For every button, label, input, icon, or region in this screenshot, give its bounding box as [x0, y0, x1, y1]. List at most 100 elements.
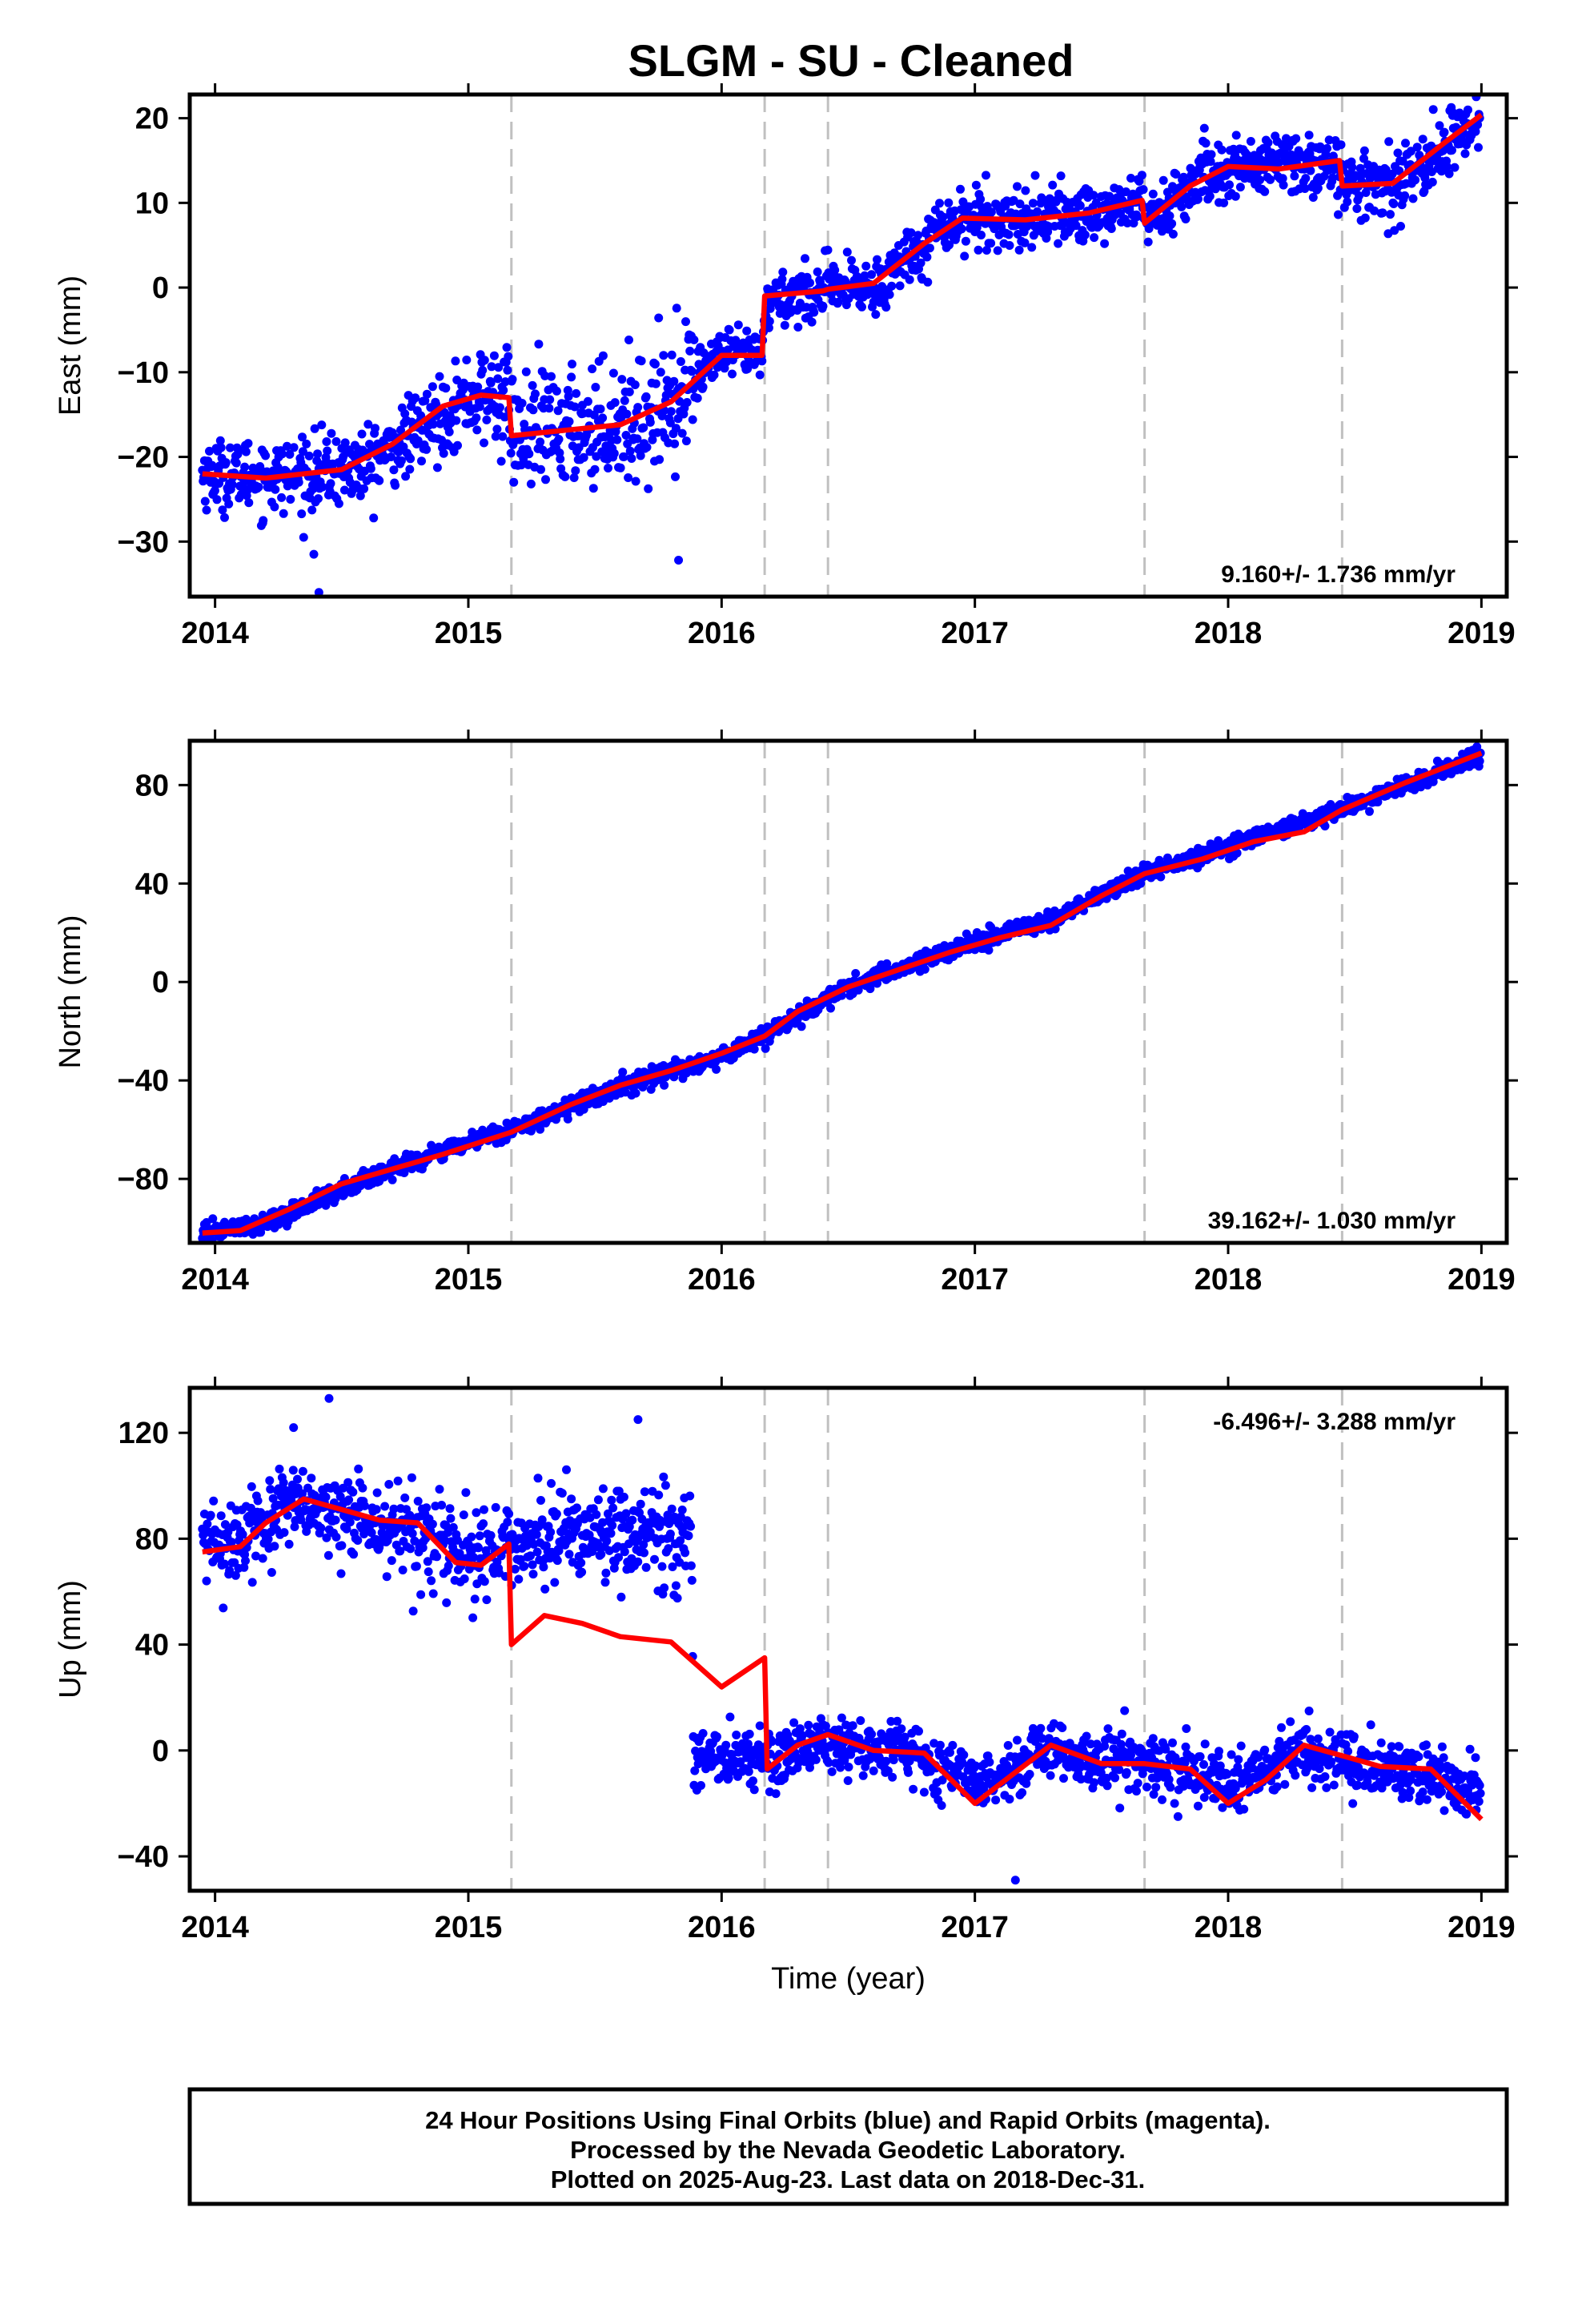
data-point: [621, 431, 631, 440]
data-point: [619, 1492, 628, 1502]
data-point: [391, 480, 400, 490]
data-point: [442, 1598, 452, 1607]
data-point: [441, 1521, 451, 1530]
data-point: [532, 1530, 541, 1539]
data-point: [386, 452, 396, 461]
data-point: [263, 1534, 273, 1544]
data-point: [804, 1720, 813, 1730]
data-point: [852, 271, 861, 281]
data-point: [624, 387, 634, 396]
data-point: [445, 1504, 455, 1514]
data-point: [271, 485, 280, 494]
data-point: [795, 1724, 805, 1734]
data-point: [1156, 872, 1166, 882]
data-point: [1165, 211, 1174, 221]
data-point: [971, 180, 981, 190]
data-point: [1056, 171, 1066, 181]
data-point: [423, 1557, 432, 1566]
data-point: [1447, 146, 1456, 155]
data-point: [200, 497, 210, 506]
data-point: [428, 1519, 437, 1529]
data-point: [886, 1717, 896, 1726]
data-point: [1148, 189, 1158, 199]
data-point: [1004, 230, 1014, 239]
data-point: [1378, 208, 1387, 218]
data-point: [544, 404, 554, 413]
data-point: [323, 446, 332, 456]
data-point: [285, 449, 295, 459]
data-point: [475, 1531, 484, 1541]
data-point: [536, 1496, 545, 1505]
data-point: [1359, 154, 1368, 163]
data-point: [1194, 195, 1203, 203]
data-point: [640, 1548, 648, 1558]
data-point: [619, 452, 628, 461]
data-point: [948, 1740, 958, 1750]
data-point: [598, 1484, 608, 1494]
data-point: [279, 1528, 289, 1538]
data-point: [1071, 221, 1081, 231]
data-point: [1444, 169, 1454, 179]
data-point: [1334, 210, 1343, 219]
data-point: [432, 463, 442, 472]
data-point: [681, 317, 690, 327]
y-tick-label: −80: [118, 1163, 169, 1196]
data-point: [1393, 148, 1403, 158]
data-point: [1199, 123, 1209, 133]
data-point: [925, 243, 934, 253]
data-point: [536, 1124, 545, 1134]
data-point: [636, 356, 646, 366]
data-point-outlier: [309, 549, 319, 559]
data-point: [807, 317, 817, 327]
data-point: [267, 1568, 276, 1577]
data-point: [1027, 243, 1037, 252]
data-point: [408, 1529, 417, 1538]
data-point: [602, 1536, 612, 1546]
data-point: [885, 290, 894, 300]
data-point: [837, 1713, 846, 1723]
data-point: [334, 499, 343, 509]
data-point: [418, 1543, 428, 1553]
data-point: [1020, 238, 1030, 247]
data-point: [288, 1466, 298, 1475]
data-point: [689, 335, 699, 344]
data-point: [1360, 213, 1370, 223]
data-point: [491, 432, 500, 441]
data-point: [1260, 187, 1270, 196]
data-point: [493, 374, 503, 384]
data-point: [400, 1493, 410, 1502]
data-point: [375, 476, 384, 485]
data-point: [254, 482, 263, 492]
data-point: [904, 1767, 913, 1777]
data-point: [938, 212, 948, 222]
data-point: [1359, 146, 1369, 155]
data-point: [266, 1485, 275, 1494]
data-point: [935, 199, 944, 208]
data-point: [298, 1466, 307, 1476]
data-point: [339, 485, 349, 495]
data-point: [552, 1510, 561, 1518]
data-point: [360, 1501, 369, 1510]
data-point: [554, 1546, 564, 1555]
data-point: [380, 1502, 390, 1511]
data-point: [1232, 848, 1242, 858]
y-tick-label: −40: [118, 1064, 169, 1098]
data-point: [569, 473, 579, 482]
data-point: [369, 513, 379, 523]
data-point: [494, 363, 504, 372]
data-point: [567, 372, 576, 382]
velocity-label: 39.162+/- 1.030 mm/yr: [1208, 1208, 1456, 1234]
data-point: [427, 1576, 436, 1586]
data-point: [489, 351, 499, 360]
data-point: [1427, 177, 1437, 187]
data-point: [396, 456, 406, 465]
x-tick-label: 2016: [688, 617, 756, 650]
data-point: [444, 427, 454, 436]
data-point: [818, 301, 828, 311]
data-point: [598, 351, 608, 360]
data-point: [592, 1510, 601, 1519]
data-point: [684, 1531, 693, 1541]
data-point: [557, 1489, 567, 1498]
data-point: [283, 441, 291, 451]
